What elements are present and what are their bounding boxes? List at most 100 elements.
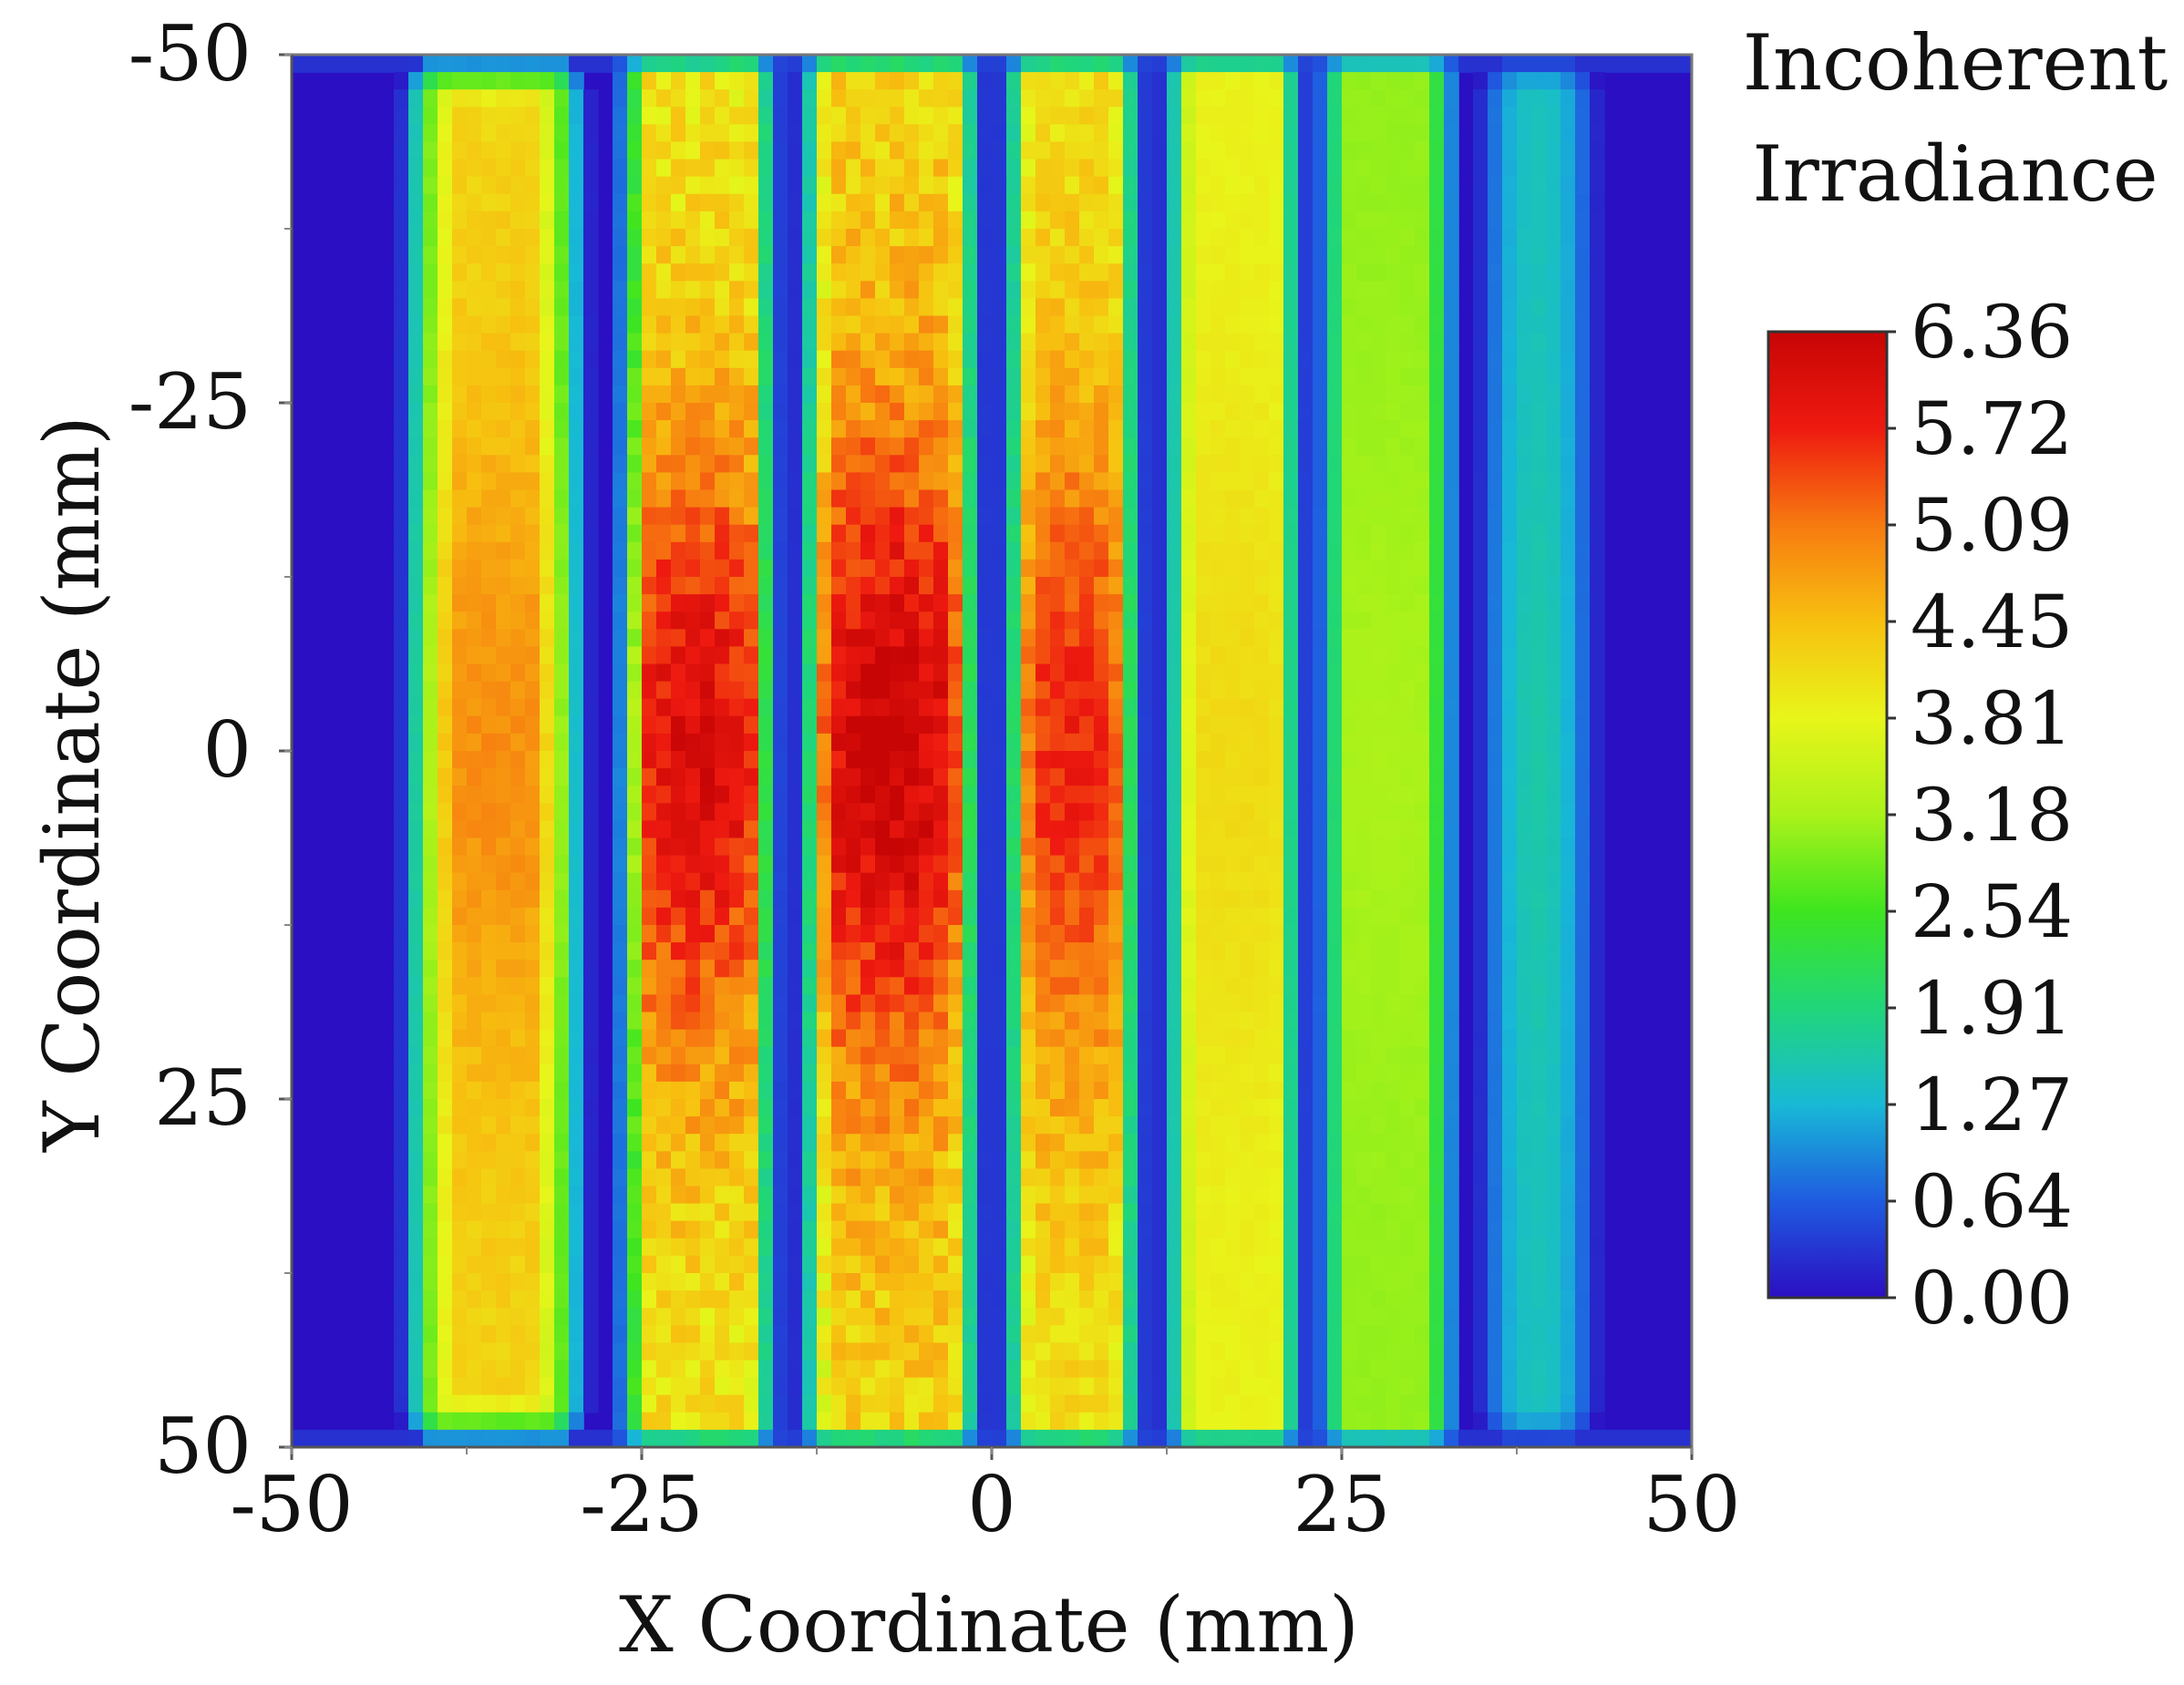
heatmap-cell <box>831 403 847 421</box>
heatmap-cell <box>1313 594 1328 612</box>
heatmap-cell <box>525 663 541 683</box>
heatmap-cell <box>773 646 788 665</box>
heatmap-cell <box>1444 489 1459 509</box>
heatmap-cell <box>569 872 584 891</box>
heatmap-cell <box>1254 977 1270 996</box>
heatmap-cell <box>890 455 905 474</box>
heatmap-cell <box>1225 1081 1241 1100</box>
heatmap-cell <box>510 367 526 386</box>
heatmap-cell <box>554 994 570 1013</box>
heatmap-cell <box>642 994 657 1013</box>
heatmap-cell <box>1079 472 1095 491</box>
heatmap-cell <box>1065 333 1080 352</box>
heatmap-cell <box>1546 889 1561 909</box>
heatmap-cell <box>1400 1012 1416 1031</box>
heatmap-cell <box>860 541 876 560</box>
heatmap-cell <box>1006 1099 1022 1117</box>
heatmap-cell <box>963 333 978 352</box>
heatmap-cell <box>540 768 555 786</box>
heatmap-cell <box>1356 872 1372 891</box>
heatmap-cell <box>817 820 832 839</box>
heatmap-cell <box>1021 629 1036 648</box>
heatmap-cell <box>525 1116 541 1135</box>
heatmap-cell <box>467 472 482 491</box>
heatmap-cell <box>408 1063 424 1083</box>
heatmap-cell <box>758 1012 774 1031</box>
heatmap-cell <box>1415 1012 1430 1031</box>
heatmap-cell <box>1546 663 1561 683</box>
heatmap-cell <box>452 751 468 769</box>
heatmap-cell <box>1050 577 1066 595</box>
heatmap-cell <box>1167 994 1182 1013</box>
heatmap-cell <box>1546 872 1561 891</box>
heatmap-cell <box>1342 263 1357 283</box>
heatmap-cell <box>481 107 497 126</box>
heatmap-cell <box>1123 942 1138 961</box>
heatmap-cell <box>875 594 891 612</box>
heatmap-cell <box>540 193 555 212</box>
heatmap-cell <box>1371 1029 1386 1048</box>
heatmap-cell <box>904 1029 920 1048</box>
heatmap-cell <box>525 889 541 909</box>
heatmap-cell <box>904 141 920 160</box>
heatmap-cell <box>802 385 818 404</box>
heatmap-cell <box>788 403 803 421</box>
heatmap-cell <box>1196 681 1211 700</box>
heatmap-cell <box>1429 315 1445 334</box>
heatmap-cell <box>1240 577 1255 595</box>
heatmap-cell <box>744 298 759 317</box>
heatmap-cell <box>467 193 482 212</box>
heatmap-cell <box>540 541 555 560</box>
heatmap-cell <box>627 246 643 264</box>
heatmap-cell <box>1327 541 1343 560</box>
heatmap-cell <box>1167 107 1182 126</box>
heatmap-cell <box>496 715 511 735</box>
heatmap-cell <box>642 733 657 752</box>
heatmap-cell <box>1167 960 1182 979</box>
heatmap-cell <box>1021 315 1036 334</box>
heatmap-cell <box>394 281 409 300</box>
heatmap-cell <box>613 281 628 300</box>
heatmap-cell <box>1254 72 1270 90</box>
heatmap-cell <box>1313 663 1328 683</box>
heatmap-cell <box>860 907 876 926</box>
heatmap-cell <box>1590 229 1605 247</box>
heatmap-cell <box>1108 925 1124 943</box>
heatmap-cell <box>715 1116 730 1135</box>
heatmap-cell <box>875 698 891 717</box>
heatmap-cell <box>1021 994 1036 1013</box>
heatmap-cell <box>554 437 570 457</box>
heatmap-cell <box>1502 141 1518 160</box>
heatmap-cell <box>1342 315 1357 334</box>
heatmap-cell <box>1298 889 1313 909</box>
heatmap-cell <box>1342 786 1357 805</box>
heatmap-cell <box>1531 350 1547 369</box>
heatmap-cell <box>1283 960 1299 979</box>
heatmap-cell <box>1415 333 1430 352</box>
heatmap-cell <box>890 855 905 874</box>
heatmap-cell <box>554 298 570 317</box>
heatmap-cell <box>408 837 424 857</box>
heatmap-cell <box>525 698 541 717</box>
heatmap-cell <box>1123 315 1138 334</box>
heatmap-cell <box>452 107 468 126</box>
heatmap-cell <box>1531 1012 1547 1031</box>
heatmap-cell <box>700 942 716 961</box>
heatmap-cell <box>1488 350 1503 369</box>
heatmap-cell <box>1210 698 1226 717</box>
heatmap-cell <box>758 89 774 108</box>
heatmap-cell <box>860 820 876 839</box>
heatmap-cell <box>1021 820 1036 839</box>
heatmap-cell <box>1225 211 1241 230</box>
heatmap-cell <box>1108 663 1124 683</box>
heatmap-cell <box>1108 681 1124 700</box>
heatmap-cell <box>1313 733 1328 752</box>
heatmap-cell <box>700 715 716 735</box>
heatmap-cell <box>496 107 511 126</box>
heatmap-cell <box>1254 229 1270 247</box>
heatmap-cell <box>919 907 934 926</box>
heatmap-cell <box>510 855 526 874</box>
heatmap-cell <box>1386 524 1401 543</box>
heatmap-cell <box>671 507 686 526</box>
heatmap-cell <box>1313 1012 1328 1031</box>
